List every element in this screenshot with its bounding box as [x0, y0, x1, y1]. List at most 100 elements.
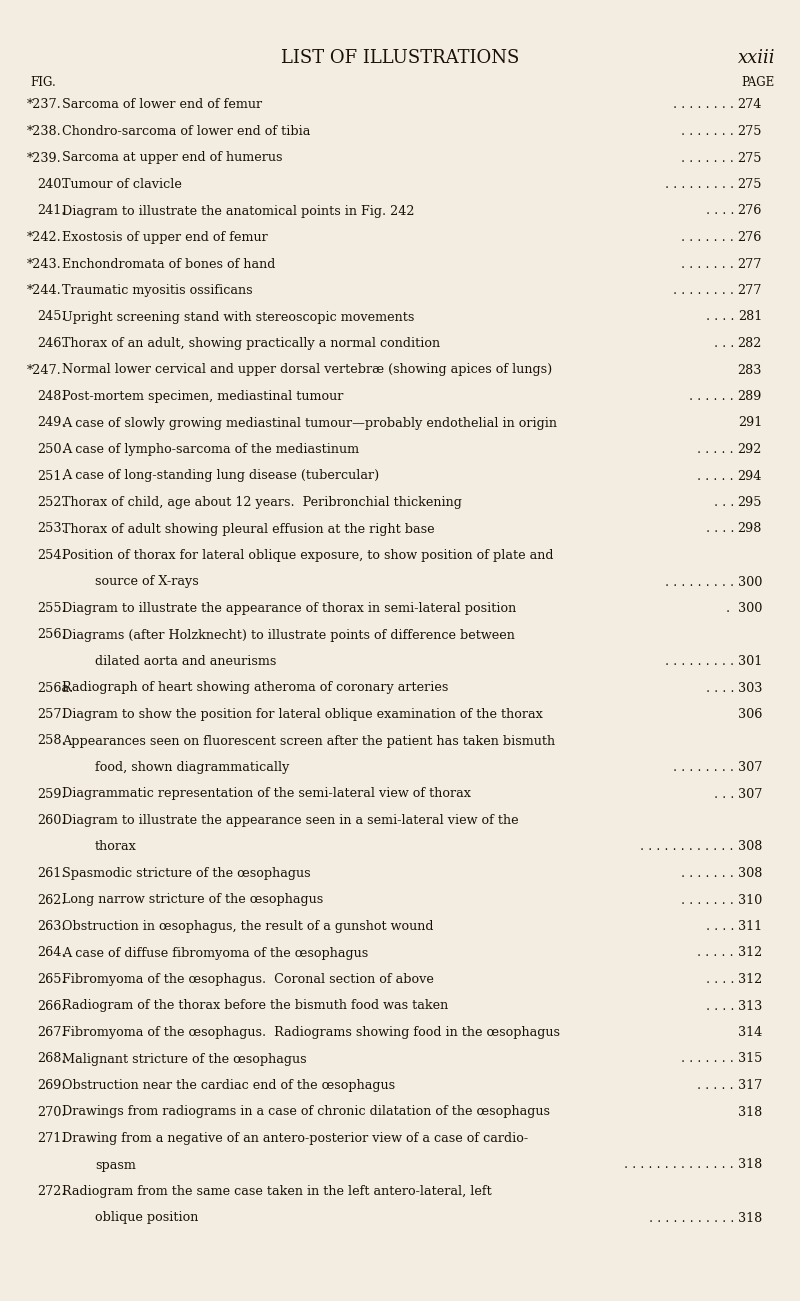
- Text: A case of long-standing lung disease (tubercular): A case of long-standing lung disease (tu…: [62, 470, 379, 483]
- Text: . . . . . . . .: . . . . . . . .: [673, 99, 734, 112]
- Text: 318: 318: [738, 1158, 762, 1171]
- Text: 246.: 246.: [37, 337, 66, 350]
- Text: 315: 315: [738, 1053, 762, 1066]
- Text: 259.: 259.: [37, 787, 66, 800]
- Text: Long narrow stricture of the œsophagus: Long narrow stricture of the œsophagus: [62, 894, 323, 907]
- Text: . . . . . . . .: . . . . . . . .: [673, 284, 734, 297]
- Text: 289: 289: [738, 390, 762, 403]
- Text: 250.: 250.: [37, 444, 66, 455]
- Text: Diagrams (after Holzknecht) to illustrate points of difference between: Diagrams (after Holzknecht) to illustrat…: [62, 628, 515, 641]
- Text: Obstruction in œsophagus, the result of a gunshot wound: Obstruction in œsophagus, the result of …: [62, 920, 434, 933]
- Text: Diagrammatic representation of the semi-lateral view of thorax: Diagrammatic representation of the semi-…: [62, 787, 471, 800]
- Text: Obstruction near the cardiac end of the œsophagus: Obstruction near the cardiac end of the …: [62, 1079, 395, 1092]
- Text: 307: 307: [738, 761, 762, 774]
- Text: 303: 303: [738, 682, 762, 695]
- Text: 301: 301: [738, 654, 762, 667]
- Text: *243.: *243.: [27, 258, 62, 271]
- Text: Malignant stricture of the œsophagus: Malignant stricture of the œsophagus: [62, 1053, 306, 1066]
- Text: 271.: 271.: [37, 1132, 66, 1145]
- Text: 306: 306: [738, 708, 762, 721]
- Text: 255.: 255.: [37, 602, 66, 615]
- Text: 249.: 249.: [37, 416, 66, 429]
- Text: . . . . . . .: . . . . . . .: [681, 125, 734, 138]
- Text: 282: 282: [738, 337, 762, 350]
- Text: 240.: 240.: [37, 178, 66, 191]
- Text: 245.: 245.: [37, 311, 66, 324]
- Text: PAGE: PAGE: [742, 77, 775, 90]
- Text: 277: 277: [738, 258, 762, 271]
- Text: 308: 308: [738, 866, 762, 879]
- Text: . . . . . . .: . . . . . . .: [681, 232, 734, 245]
- Text: Post-mortem specimen, mediastinal tumour: Post-mortem specimen, mediastinal tumour: [62, 390, 343, 403]
- Text: 300: 300: [738, 602, 762, 615]
- Text: Chondro-sarcoma of lower end of tibia: Chondro-sarcoma of lower end of tibia: [62, 125, 310, 138]
- Text: . . . .: . . . .: [706, 999, 734, 1012]
- Text: A case of slowly growing mediastinal tumour—probably endothelial in origin: A case of slowly growing mediastinal tum…: [62, 416, 557, 429]
- Text: Drawing from a negative of an antero-posterior view of a case of cardio-: Drawing from a negative of an antero-pos…: [62, 1132, 528, 1145]
- Text: 251.: 251.: [37, 470, 66, 483]
- Text: 308: 308: [738, 840, 762, 853]
- Text: Diagram to illustrate the appearance of thorax in semi-lateral position: Diagram to illustrate the appearance of …: [62, 602, 516, 615]
- Text: . . . . . . .: . . . . . . .: [681, 151, 734, 164]
- Text: 307: 307: [738, 787, 762, 800]
- Text: A case of lympho-sarcoma of the mediastinum: A case of lympho-sarcoma of the mediasti…: [62, 444, 359, 455]
- Text: dilated aorta and aneurisms: dilated aorta and aneurisms: [95, 654, 276, 667]
- Text: 274: 274: [738, 99, 762, 112]
- Text: 276: 276: [738, 232, 762, 245]
- Text: 281: 281: [738, 311, 762, 324]
- Text: 272.: 272.: [37, 1185, 66, 1198]
- Text: spasm: spasm: [95, 1158, 136, 1171]
- Text: oblique position: oblique position: [95, 1211, 198, 1224]
- Text: 291: 291: [738, 416, 762, 429]
- Text: 257.: 257.: [37, 708, 66, 721]
- Text: Appearances seen on fluorescent screen after the patient has taken bismuth: Appearances seen on fluorescent screen a…: [62, 735, 555, 748]
- Text: Tumour of clavicle: Tumour of clavicle: [62, 178, 182, 191]
- Text: 248.: 248.: [37, 390, 66, 403]
- Text: 265.: 265.: [37, 973, 66, 986]
- Text: Thorax of child, age about 12 years.  Peribronchial thickening: Thorax of child, age about 12 years. Per…: [62, 496, 462, 509]
- Text: 267.: 267.: [37, 1026, 66, 1039]
- Text: .: .: [726, 602, 734, 615]
- Text: . . . .: . . . .: [706, 682, 734, 695]
- Text: *239.: *239.: [27, 151, 62, 164]
- Text: . . . . . . . .: . . . . . . . .: [673, 761, 734, 774]
- Text: 318: 318: [738, 1211, 762, 1224]
- Text: Thorax of an adult, showing practically a normal condition: Thorax of an adult, showing practically …: [62, 337, 440, 350]
- Text: . . . .: . . . .: [706, 973, 734, 986]
- Text: 318: 318: [738, 1106, 762, 1119]
- Text: 311: 311: [738, 920, 762, 933]
- Text: . . .: . . .: [714, 787, 734, 800]
- Text: . . . . . . . . . . . . . .: . . . . . . . . . . . . . .: [624, 1158, 734, 1171]
- Text: 317: 317: [738, 1079, 762, 1092]
- Text: 313: 313: [738, 999, 762, 1012]
- Text: xxiii: xxiii: [738, 49, 775, 66]
- Text: *238.: *238.: [27, 125, 62, 138]
- Text: . . . . .: . . . . .: [698, 470, 734, 483]
- Text: 268.: 268.: [37, 1053, 66, 1066]
- Text: . . .: . . .: [714, 337, 734, 350]
- Text: 310: 310: [738, 894, 762, 907]
- Text: 277: 277: [738, 284, 762, 297]
- Text: Normal lower cervical and upper dorsal vertebræ (showing apices of lungs): Normal lower cervical and upper dorsal v…: [62, 363, 552, 376]
- Text: 314: 314: [738, 1026, 762, 1039]
- Text: Drawings from radiograms in a case of chronic dilatation of the œsophagus: Drawings from radiograms in a case of ch…: [62, 1106, 550, 1119]
- Text: . . . .: . . . .: [706, 311, 734, 324]
- Text: Diagram to illustrate the anatomical points in Fig. 242: Diagram to illustrate the anatomical poi…: [62, 204, 414, 217]
- Text: 312: 312: [738, 947, 762, 960]
- Text: *244.: *244.: [27, 284, 62, 297]
- Text: 252.: 252.: [37, 496, 66, 509]
- Text: 270.: 270.: [37, 1106, 66, 1119]
- Text: 263.: 263.: [37, 920, 66, 933]
- Text: 264.: 264.: [37, 947, 66, 960]
- Text: 253.: 253.: [37, 523, 66, 536]
- Text: 312: 312: [738, 973, 762, 986]
- Text: 256a.: 256a.: [37, 682, 74, 695]
- Text: . . . . .: . . . . .: [698, 1079, 734, 1092]
- Text: Thorax of adult showing pleural effusion at the right base: Thorax of adult showing pleural effusion…: [62, 523, 434, 536]
- Text: . . . . . .: . . . . . .: [690, 390, 734, 403]
- Text: source of X-rays: source of X-rays: [95, 575, 198, 588]
- Text: . . . . .: . . . . .: [698, 444, 734, 455]
- Text: Diagram to illustrate the appearance seen in a semi-lateral view of the: Diagram to illustrate the appearance see…: [62, 814, 518, 827]
- Text: . . . . . . .: . . . . . . .: [681, 866, 734, 879]
- Text: *242.: *242.: [27, 232, 62, 245]
